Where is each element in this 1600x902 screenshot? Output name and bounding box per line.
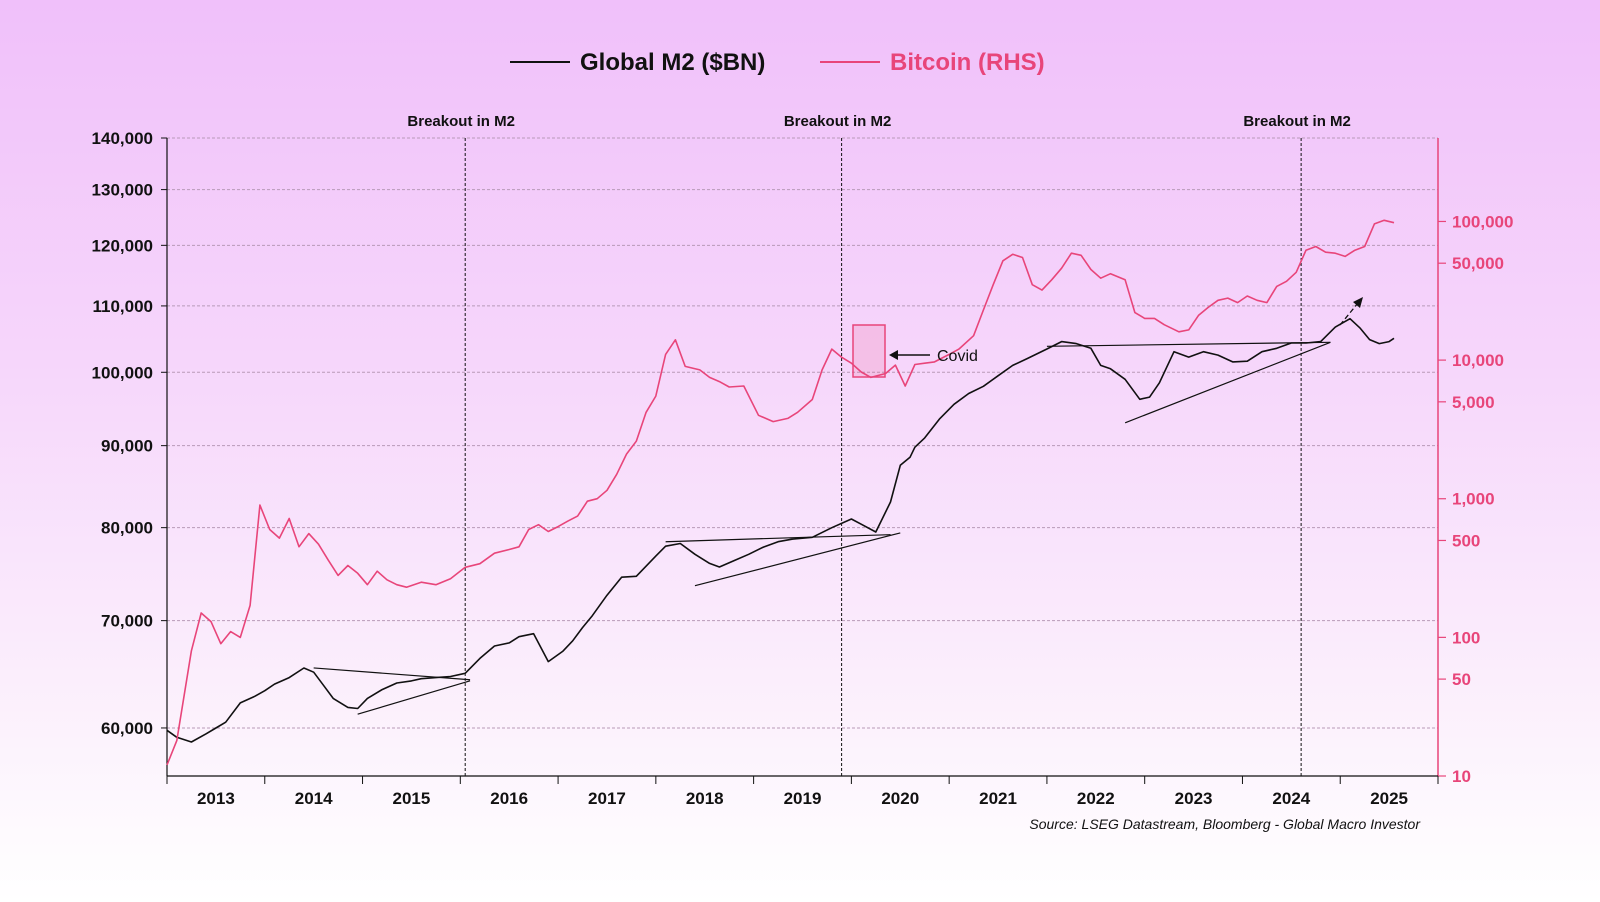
- left-tick-label: 100,000: [92, 363, 153, 382]
- right-tick-label: 100,000: [1452, 212, 1513, 231]
- x-axis-ticks: 2013 2014 2015 2016 2017 2018 2019 2020 2021 2022…: [166, 776, 1439, 808]
- series-lines: [166, 219, 1395, 766]
- breakout-lines: Breakout in M2 Breakout in M2 Breakout in …: [407, 113, 1351, 776]
- projection-arrow: [1339, 297, 1363, 326]
- trend-lines: [313, 341, 1331, 715]
- x-tick-label: 2025: [1370, 789, 1408, 808]
- right-tick-label: 500: [1452, 531, 1480, 550]
- x-tick-label: 2014: [295, 789, 333, 808]
- right-tick-label: 50: [1452, 670, 1471, 689]
- left-tick-label: 60,000: [101, 719, 153, 738]
- trend-line: [694, 532, 901, 587]
- covid-box: [852, 324, 886, 378]
- right-tick-label: 1,000: [1452, 490, 1495, 509]
- bitcoin-line: [166, 219, 1395, 766]
- projection-arrow-head: [1353, 297, 1363, 308]
- covid-arrow-head: [889, 350, 898, 360]
- left-tick-label: 90,000: [101, 437, 153, 456]
- right-tick-label: 5,000: [1452, 393, 1495, 412]
- trend-line: [665, 534, 891, 543]
- x-tick-label: 2023: [1175, 789, 1213, 808]
- grid: [167, 137, 1438, 729]
- projection-arrow-line: [1339, 302, 1359, 326]
- right-tick-label: 10: [1452, 767, 1471, 786]
- left-tick-label: 80,000: [101, 519, 153, 538]
- x-tick-label: 2019: [784, 789, 822, 808]
- trend-line: [313, 667, 471, 681]
- trend-line: [1124, 341, 1331, 424]
- left-tick-label: 130,000: [92, 181, 153, 200]
- x-tick-label: 2013: [197, 789, 235, 808]
- x-tick-label: 2018: [686, 789, 724, 808]
- m2-line: [166, 317, 1395, 743]
- x-tick-label: 2020: [881, 789, 919, 808]
- legend-m2-label: Global M2 ($BN): [580, 49, 765, 76]
- axes: [166, 138, 1439, 777]
- covid-annotation: Covid: [852, 324, 978, 378]
- covid-label: Covid: [937, 348, 978, 365]
- breakout-label: Breakout in M2: [784, 113, 892, 130]
- trend-line: [357, 680, 471, 715]
- right-tick-label: 10,000: [1452, 351, 1504, 370]
- x-tick-label: 2024: [1272, 789, 1310, 808]
- x-tick-label: 2022: [1077, 789, 1115, 808]
- legend: Global M2 ($BN) Bitcoin (RHS): [510, 49, 1045, 76]
- x-tick-label: 2021: [979, 789, 1017, 808]
- right-tick-label: 50,000: [1452, 254, 1504, 273]
- breakout-label: Breakout in M2: [1243, 113, 1351, 130]
- left-tick-label: 110,000: [92, 297, 153, 316]
- trend-line: [1046, 341, 1331, 347]
- breakout-label: Breakout in M2: [407, 113, 515, 130]
- x-tick-label: 2016: [490, 789, 528, 808]
- left-tick-label: 140,000: [92, 129, 153, 148]
- right-tick-label: 100: [1452, 628, 1480, 647]
- right-axis-ticks: 10 50 100 500 1,000 5,000 10,000 50,000 100,000: [1438, 212, 1513, 786]
- left-tick-label: 120,000: [92, 236, 153, 255]
- x-tick-label: 2017: [588, 789, 626, 808]
- source-note: Source: LSEG Datastream, Bloomberg - Glo…: [1029, 816, 1421, 832]
- left-tick-label: 70,000: [101, 612, 153, 631]
- x-tick-label: 2015: [393, 789, 431, 808]
- legend-bitcoin-label: Bitcoin (RHS): [890, 49, 1045, 76]
- left-axis-ticks: 60,000 70,000 80,000 90,000 100,000 110,000 12…: [92, 129, 167, 738]
